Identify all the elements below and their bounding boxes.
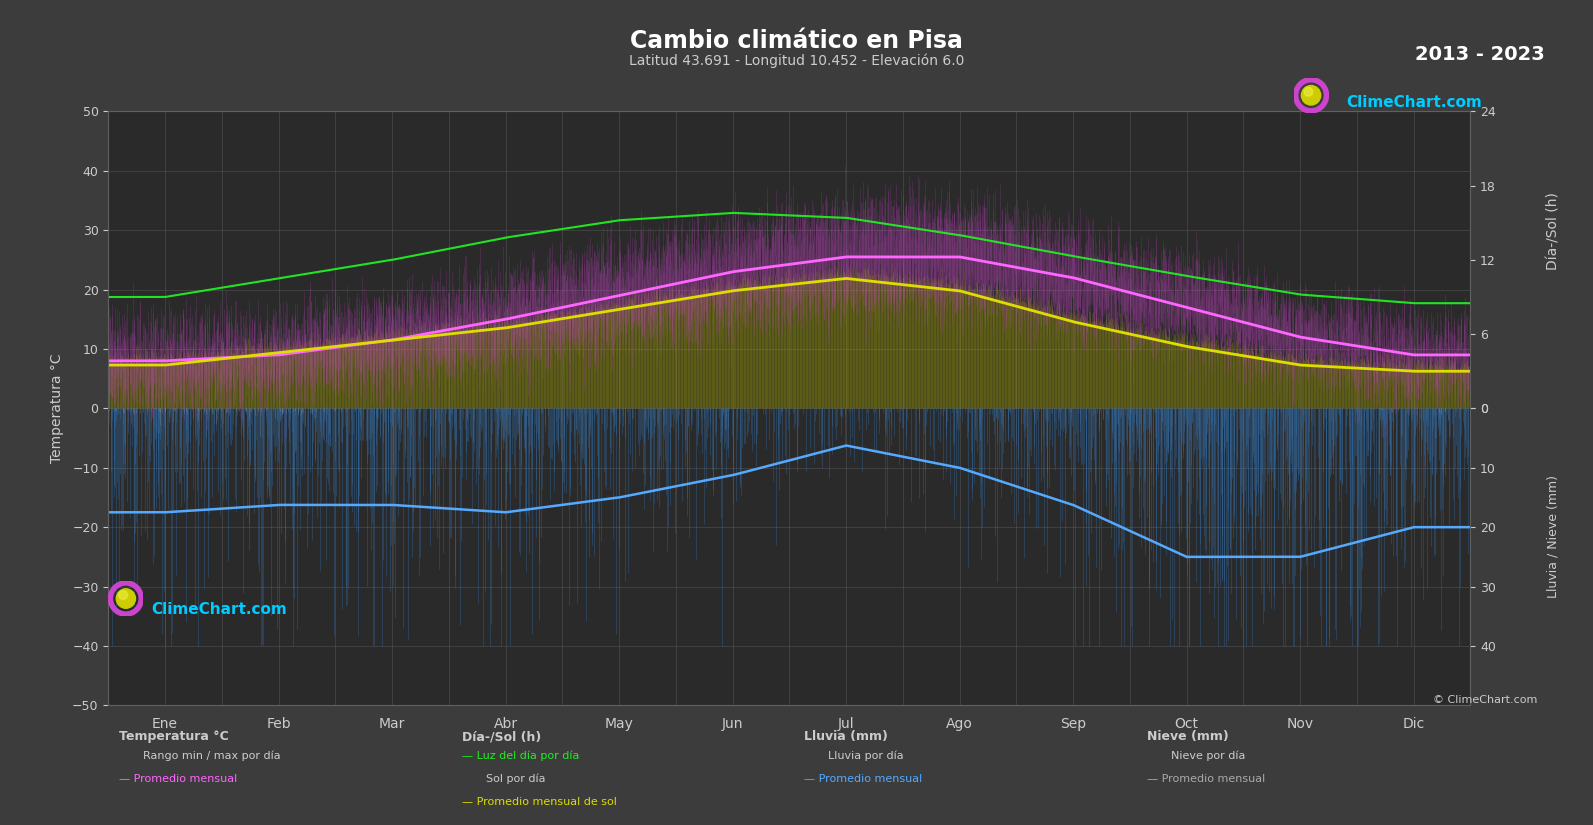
Text: — Promedio mensual: — Promedio mensual xyxy=(804,774,922,784)
Text: Cambio climático en Pisa: Cambio climático en Pisa xyxy=(631,29,962,53)
Text: Sol por día: Sol por día xyxy=(486,774,545,784)
Circle shape xyxy=(116,589,135,608)
Text: ClimeChart.com: ClimeChart.com xyxy=(151,602,287,617)
Text: 2013 - 2023: 2013 - 2023 xyxy=(1416,45,1545,64)
Text: Temperatura °C: Temperatura °C xyxy=(119,730,229,743)
Circle shape xyxy=(1301,86,1321,105)
Circle shape xyxy=(1305,87,1313,97)
Text: Lluvia / Nieve (mm): Lluvia / Nieve (mm) xyxy=(1547,474,1560,598)
Text: ClimeChart.com: ClimeChart.com xyxy=(1346,95,1481,110)
Text: — Luz del día por día: — Luz del día por día xyxy=(462,751,580,761)
Text: Día-/Sol (h): Día-/Sol (h) xyxy=(462,730,542,743)
Text: Rango min / max por día: Rango min / max por día xyxy=(143,751,280,761)
Text: Nieve por día: Nieve por día xyxy=(1171,751,1246,761)
Text: Nieve (mm): Nieve (mm) xyxy=(1147,730,1228,743)
Text: Latitud 43.691 - Longitud 10.452 - Elevación 6.0: Latitud 43.691 - Longitud 10.452 - Eleva… xyxy=(629,54,964,68)
Text: Lluvia (mm): Lluvia (mm) xyxy=(804,730,889,743)
Y-axis label: Temperatura °C: Temperatura °C xyxy=(49,354,64,463)
Text: — Promedio mensual: — Promedio mensual xyxy=(1147,774,1265,784)
Text: © ClimeChart.com: © ClimeChart.com xyxy=(1432,695,1537,705)
Circle shape xyxy=(119,591,127,600)
Text: Día-/Sol (h): Día-/Sol (h) xyxy=(1547,192,1560,270)
Text: — Promedio mensual de sol: — Promedio mensual de sol xyxy=(462,797,616,807)
Text: Lluvia por día: Lluvia por día xyxy=(828,751,903,761)
Text: — Promedio mensual: — Promedio mensual xyxy=(119,774,237,784)
